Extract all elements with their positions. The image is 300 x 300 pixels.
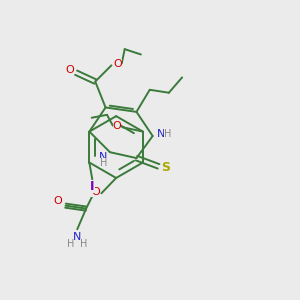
Text: H: H [67, 239, 74, 249]
Text: O: O [91, 187, 100, 197]
Text: N: N [73, 232, 82, 242]
Text: H: H [164, 129, 172, 139]
Text: H: H [100, 158, 107, 168]
Text: S: S [161, 161, 170, 174]
Text: O: O [112, 121, 122, 131]
Text: N: N [99, 152, 108, 162]
Text: O: O [65, 65, 74, 75]
Text: O: O [54, 196, 62, 206]
Text: N: N [157, 129, 165, 139]
Text: H: H [80, 239, 87, 249]
Text: I: I [90, 181, 94, 194]
Text: O: O [113, 59, 122, 69]
